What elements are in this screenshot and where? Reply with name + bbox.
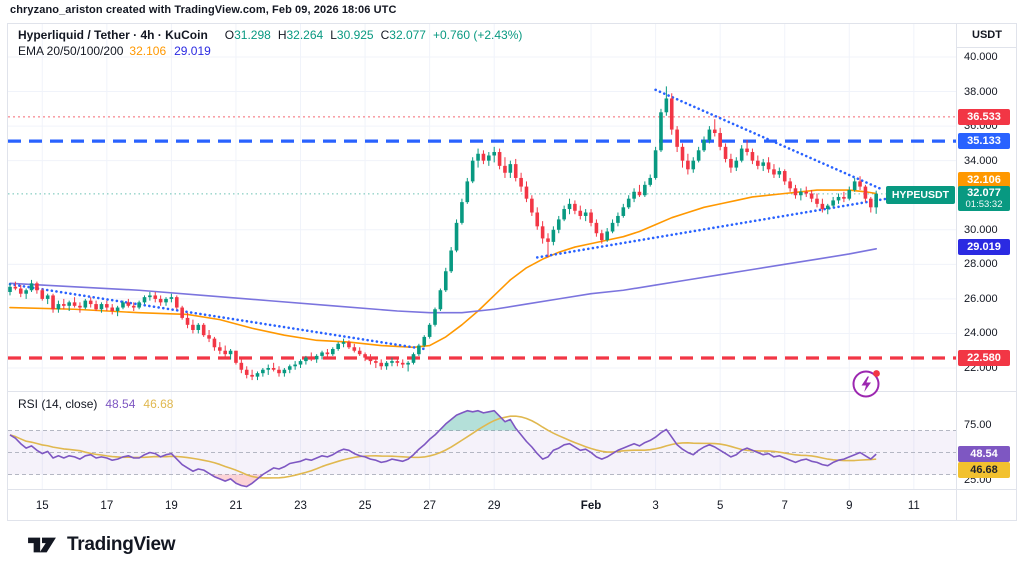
time-tick-label: 5	[716, 500, 724, 512]
price-tick-label: 30.000	[964, 223, 998, 236]
ohlc-close-value: 32.077	[389, 28, 426, 42]
price-level-tag: 32.106	[958, 172, 1010, 189]
rsi-tick-label: 75.00	[964, 419, 992, 431]
lightning-bolt-icon	[861, 376, 871, 392]
time-tick-label: 29	[487, 500, 501, 512]
time-tick-label: Feb	[580, 500, 602, 512]
rsi-value-tag: 46.68	[958, 462, 1010, 479]
rsi-indicator-label[interactable]: RSI (14, close)	[18, 397, 98, 411]
price-level-tag: 35.133	[958, 133, 1010, 150]
price-tick-label: 38.000	[964, 85, 998, 98]
ema-indicator-label[interactable]: EMA 20/50/100/200	[18, 44, 124, 58]
tradingview-logo-icon	[28, 537, 56, 553]
time-axis[interactable]: 15 17 19 21 23 25 27 29 Feb 3 5 7 9 11	[0, 492, 1024, 518]
ohlc-low-value: 30.925	[336, 28, 374, 42]
time-tick-label: 15	[35, 500, 49, 512]
notification-dot	[873, 370, 880, 377]
price-level-tag: 22.580	[958, 349, 1010, 366]
rsi-value-tag: 48.54	[958, 446, 1010, 463]
current-price-tag: 32.077 01:53:32	[958, 185, 1010, 211]
ohlc-close-key: C	[380, 28, 390, 42]
symbol-title[interactable]: Hyperliquid / Tether · 4h · KuCoin	[18, 28, 208, 42]
time-tick-label: 21	[229, 500, 243, 512]
legend-row-symbol: Hyperliquid / Tether · 4h · KuCoin O31.29…	[18, 27, 522, 43]
attribution: chryzano_ariston created with TradingVie…	[10, 4, 397, 16]
legend-row-ema: EMA 20/50/100/200 32.106 29.019	[18, 43, 522, 59]
time-tick-label: 9	[846, 500, 853, 512]
price-tick-label: 28.000	[964, 258, 998, 271]
bar-countdown: 01:53:32	[965, 198, 1003, 210]
rsi-legend: RSI (14, close) 48.54 46.68	[18, 397, 173, 411]
time-tick-label: 19	[164, 500, 178, 512]
price-level-tag: 36.533	[958, 108, 1010, 125]
ohlc-open-value: 31.298	[234, 28, 271, 42]
price-tick-label: 40.000	[964, 51, 998, 63]
time-tick-label: 25	[358, 500, 372, 512]
time-tick-label: 17	[100, 500, 114, 512]
current-price-value: 32.077	[967, 186, 1001, 199]
rsi-ma-value: 46.68	[143, 397, 174, 411]
ohlc-open-key: O	[224, 28, 235, 42]
time-tick-label: 23	[294, 500, 307, 512]
flash-icon[interactable]	[849, 367, 885, 403]
ema-value-purple: 29.019	[174, 44, 211, 58]
price-axis[interactable]: USDT 40.000 38.000 36.000 34.000 30.000 28.00…	[957, 23, 1017, 521]
tradingview-brand[interactable]: TradingView	[26, 532, 176, 558]
ohlc-low-key: L	[330, 28, 337, 42]
ohlc-high-key: H	[277, 28, 287, 42]
price-tick-label: 34.000	[964, 154, 998, 167]
symbol-legend: Hyperliquid / Tether · 4h · KuCoin O31.29…	[18, 27, 522, 59]
symbol-price-marker: HYPEUSDT	[885, 186, 955, 204]
time-tick-label: 27	[423, 500, 437, 512]
time-tick-label: 3	[652, 500, 659, 512]
time-tick-label: 7	[781, 500, 788, 512]
brand-wordmark: TradingView	[67, 534, 176, 555]
axis-currency-label[interactable]: USDT	[972, 29, 1002, 41]
ohlc-high-value: 32.264	[286, 28, 324, 42]
time-tick-label: 11	[907, 500, 920, 512]
rsi-value: 48.54	[105, 397, 136, 411]
price-tick-label: 26.000	[964, 292, 998, 305]
ema-value-orange: 32.106	[129, 44, 167, 58]
price-level-tag: 29.019	[958, 238, 1010, 255]
change-value: +0.760 (+2.43%)	[432, 28, 523, 42]
price-tick-label: 24.000	[964, 327, 998, 340]
